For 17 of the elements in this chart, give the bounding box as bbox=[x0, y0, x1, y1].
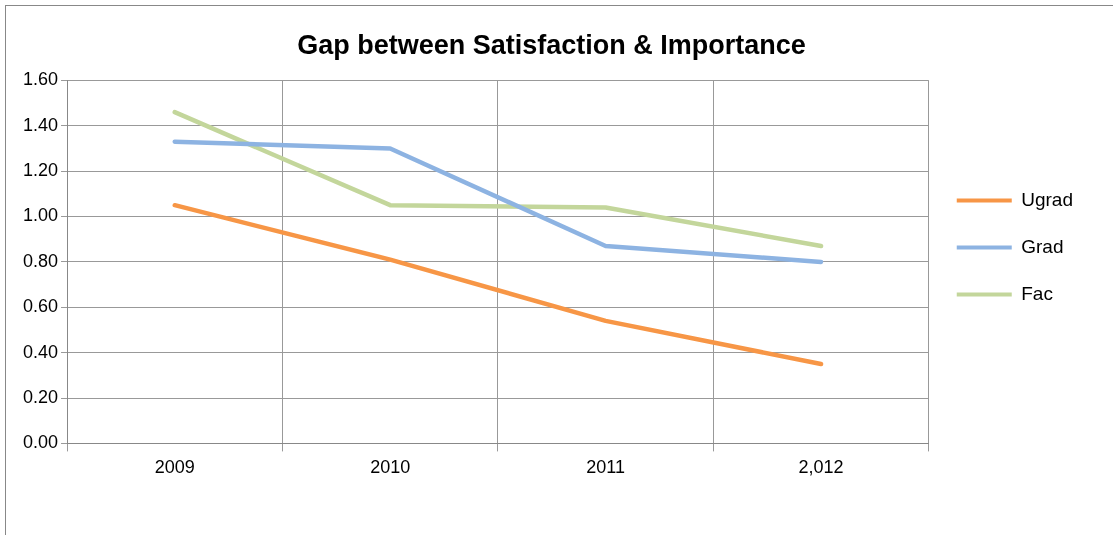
x-tick-label: 2009 bbox=[154, 457, 195, 478]
x-tick-label: 2010 bbox=[370, 457, 411, 478]
y-tick-label: 1.20 bbox=[22, 160, 59, 181]
legend-label: Grad bbox=[1021, 235, 1064, 257]
y-tick-label: 0.20 bbox=[22, 386, 59, 407]
y-tick-label: 1.00 bbox=[22, 205, 59, 226]
y-tick-label: 1.60 bbox=[22, 69, 59, 90]
chart-title: Gap between Satisfaction & Importance bbox=[297, 29, 806, 60]
y-tick-label: 1.40 bbox=[22, 114, 59, 135]
y-tick-label: 0.40 bbox=[22, 341, 59, 362]
y-tick-label: 0.80 bbox=[22, 250, 59, 271]
legend-label: Ugrad bbox=[1021, 188, 1073, 210]
x-tick-label: 2011 bbox=[586, 457, 625, 478]
legend-label: Fac bbox=[1021, 282, 1053, 304]
x-tick-label: 2,012 bbox=[798, 457, 844, 478]
y-tick-label: 0.60 bbox=[22, 296, 59, 317]
y-tick-label: 0.00 bbox=[22, 432, 59, 453]
